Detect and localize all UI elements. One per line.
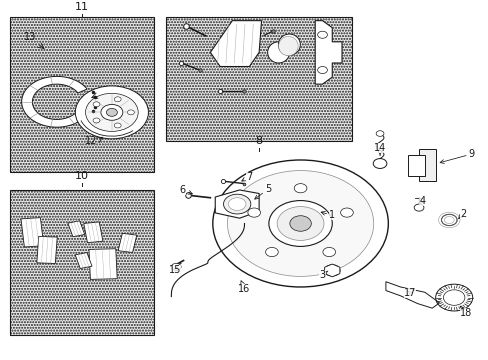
Circle shape	[93, 118, 100, 123]
Circle shape	[114, 97, 121, 102]
Text: 1: 1	[321, 210, 335, 220]
Polygon shape	[215, 190, 259, 218]
Text: 7: 7	[241, 172, 252, 181]
Polygon shape	[37, 237, 57, 264]
Ellipse shape	[278, 36, 298, 56]
Polygon shape	[118, 233, 137, 252]
Text: 3: 3	[319, 270, 327, 280]
Polygon shape	[21, 76, 87, 127]
Circle shape	[324, 265, 339, 276]
Circle shape	[212, 160, 387, 287]
Text: 2: 2	[458, 209, 465, 219]
Text: 4: 4	[419, 195, 425, 206]
Circle shape	[340, 208, 352, 217]
Circle shape	[85, 93, 138, 131]
Polygon shape	[385, 282, 439, 308]
Circle shape	[322, 247, 335, 257]
Polygon shape	[75, 253, 92, 269]
Bar	[10, 17, 154, 172]
Polygon shape	[324, 264, 339, 277]
Ellipse shape	[267, 42, 289, 63]
Text: 12: 12	[84, 136, 97, 146]
Circle shape	[223, 194, 250, 214]
Polygon shape	[89, 249, 117, 279]
Circle shape	[75, 86, 148, 139]
Text: 11: 11	[75, 2, 89, 12]
Text: 15: 15	[169, 265, 181, 275]
Polygon shape	[418, 149, 435, 181]
Circle shape	[268, 201, 331, 246]
Text: 13: 13	[24, 32, 36, 42]
Circle shape	[106, 108, 117, 116]
Circle shape	[227, 171, 373, 276]
Circle shape	[413, 204, 423, 211]
Circle shape	[317, 67, 327, 73]
Circle shape	[93, 102, 100, 107]
Bar	[10, 190, 154, 334]
Circle shape	[289, 216, 311, 231]
Polygon shape	[68, 221, 84, 237]
Polygon shape	[83, 222, 102, 243]
Ellipse shape	[278, 34, 300, 55]
Circle shape	[372, 158, 386, 168]
Circle shape	[317, 31, 327, 38]
Circle shape	[375, 131, 383, 136]
Text: 5: 5	[254, 184, 270, 199]
Circle shape	[127, 110, 134, 115]
Text: 18: 18	[459, 306, 471, 319]
Text: 6: 6	[180, 185, 192, 195]
Text: 16: 16	[238, 281, 250, 294]
Polygon shape	[210, 21, 261, 67]
Polygon shape	[21, 218, 44, 247]
Circle shape	[171, 264, 181, 270]
Text: 14: 14	[373, 143, 386, 156]
Circle shape	[228, 198, 245, 211]
Circle shape	[443, 290, 464, 305]
Text: 10: 10	[75, 171, 89, 181]
Circle shape	[101, 104, 122, 120]
Bar	[166, 17, 351, 141]
Polygon shape	[315, 21, 341, 84]
Circle shape	[294, 184, 306, 193]
Circle shape	[247, 208, 260, 217]
Text: 8: 8	[255, 136, 262, 146]
Circle shape	[441, 214, 456, 226]
Circle shape	[265, 247, 278, 257]
Text: 17: 17	[403, 288, 416, 298]
Text: 9: 9	[439, 149, 474, 163]
Circle shape	[277, 207, 324, 240]
Circle shape	[114, 123, 121, 128]
Polygon shape	[407, 155, 424, 176]
